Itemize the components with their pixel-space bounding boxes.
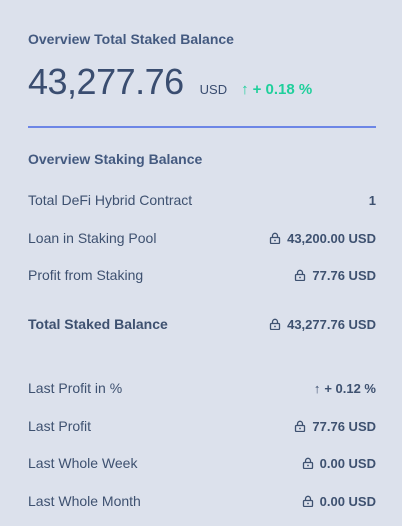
section-divider [28, 126, 376, 128]
row-value-wrap: 0.00 USD [302, 456, 376, 471]
row-value: 43,200.00 USD [287, 230, 376, 246]
row-total-staked-balance: Total Staked Balance 43,277.76 USD [28, 314, 376, 334]
row-value: 0.00 USD [319, 455, 376, 471]
balance-change: ↑ + 0.18 % [241, 81, 312, 98]
row-label: Profit from Staking [28, 267, 144, 283]
row-label: Last Profit [28, 418, 92, 434]
row-last-whole-month: Last Whole Month 0.00 USD [28, 491, 376, 511]
row-profit-from-staking: Profit from Staking 77.76 USD [28, 265, 376, 285]
row-value-wrap: 0.00 USD [302, 494, 376, 509]
row-label: Last Profit in % [28, 380, 123, 396]
row-label: Total Staked Balance [28, 316, 168, 332]
lock-icon [269, 232, 281, 244]
row-value: 0.00 USD [319, 493, 376, 509]
row-value: + 0.12 % [324, 380, 376, 396]
row-value-wrap: 43,200.00 USD [269, 231, 376, 246]
row-label: Loan in Staking Pool [28, 230, 157, 246]
row-value: 77.76 USD [312, 418, 376, 434]
overview-title: Overview Total Staked Balance [28, 31, 234, 47]
balance-change-value: + 0.18 % [252, 81, 313, 98]
lock-icon [295, 420, 306, 432]
row-value-wrap: 43,277.76 USD [269, 317, 376, 332]
arrow-up-icon: ↑ [313, 380, 321, 396]
total-balance-row: 43,277.76 USD ↑ + 0.18 % [28, 60, 376, 104]
lock-icon [295, 269, 306, 281]
row-value: 43,277.76 USD [287, 316, 376, 332]
row-last-whole-week: Last Whole Week 0.00 USD [28, 453, 376, 473]
row-label: Last Whole Month [28, 493, 141, 509]
row-value-wrap: 77.76 USD [294, 419, 376, 434]
staking-title: Overview Staking Balance [28, 151, 203, 167]
row-value-wrap: 77.76 USD [294, 268, 376, 283]
total-balance-value: 43,277.76 [28, 61, 184, 102]
row-total-defi-contract: Total DeFi Hybrid Contract 1 [28, 190, 376, 210]
total-balance-currency: USD [199, 82, 228, 97]
row-value-wrap: ↑ + 0.12 % [314, 381, 376, 396]
row-loan-in-pool: Loan in Staking Pool 43,200.00 USD [28, 228, 376, 248]
lock-icon [302, 495, 313, 507]
row-last-profit-percent: Last Profit in % ↑ + 0.12 % [28, 378, 376, 398]
row-label: Last Whole Week [28, 455, 138, 471]
row-value: 77.76 USD [312, 267, 376, 283]
lock-icon [302, 457, 313, 469]
row-value: 1 [368, 192, 376, 208]
row-last-profit: Last Profit 77.76 USD [28, 416, 376, 436]
arrow-up-icon: ↑ [241, 81, 249, 98]
lock-icon [269, 318, 281, 330]
row-label: Total DeFi Hybrid Contract [28, 192, 193, 208]
